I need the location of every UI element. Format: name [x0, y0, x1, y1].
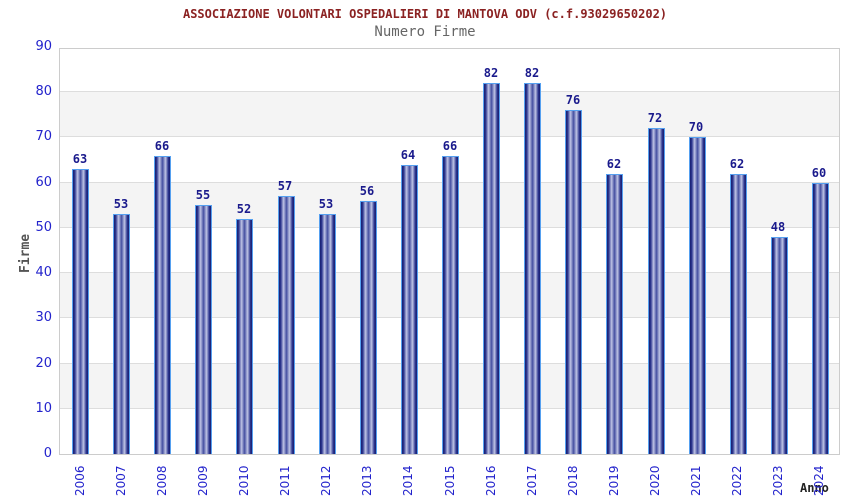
- x-tick-label: 2007: [114, 465, 128, 496]
- bar-value-label: 72: [647, 111, 663, 125]
- x-tick-label: 2020: [648, 465, 662, 496]
- bar-value-label: 53: [318, 197, 334, 211]
- x-axis-title: Anno: [800, 481, 829, 495]
- bar-value-label: 63: [72, 152, 88, 166]
- bar: [113, 214, 130, 454]
- bar: [771, 237, 788, 454]
- x-tick-label: 2012: [319, 465, 333, 496]
- bar: [442, 156, 459, 454]
- x-tick-label: 2014: [401, 465, 415, 496]
- bar-value-label: 66: [154, 139, 170, 153]
- bar-value-label: 82: [524, 66, 540, 80]
- bar: [689, 137, 706, 454]
- x-tick-label: 2006: [73, 465, 87, 496]
- x-tick-label: 2023: [771, 465, 785, 496]
- x-tick-label: 2015: [443, 465, 457, 496]
- gridline: [60, 136, 839, 138]
- x-tick-label: 2024: [812, 465, 826, 496]
- chart-subtitle: Numero Firme: [374, 24, 476, 40]
- bar: [648, 128, 665, 454]
- x-tick-label: 2010: [237, 465, 251, 496]
- bar: [812, 183, 829, 454]
- bar: [730, 174, 747, 454]
- plot-band: [60, 92, 839, 138]
- y-tick-label: 20: [35, 355, 52, 371]
- bar: [319, 214, 336, 454]
- bar-value-label: 62: [729, 157, 745, 171]
- x-tick-label: 2018: [566, 465, 580, 496]
- bar-value-label: 53: [113, 197, 129, 211]
- bar: [154, 156, 171, 454]
- x-tick-label: 2016: [484, 465, 498, 496]
- x-tick-label: 2022: [730, 465, 744, 496]
- bar-value-label: 76: [565, 93, 581, 107]
- bar-value-label: 70: [688, 120, 704, 134]
- y-tick-label: 40: [35, 265, 52, 281]
- bar-value-label: 60: [811, 166, 827, 180]
- bar-value-label: 82: [483, 66, 499, 80]
- bar: [401, 165, 418, 454]
- bar: [236, 219, 253, 454]
- bar: [606, 174, 623, 454]
- y-tick-label: 80: [35, 84, 52, 100]
- y-tick-label: 10: [35, 400, 52, 416]
- bar: [565, 110, 582, 454]
- x-tick-label: 2021: [689, 465, 703, 496]
- bar-value-label: 66: [442, 139, 458, 153]
- gridline: [60, 91, 839, 93]
- bar-value-label: 55: [195, 188, 211, 202]
- plot-area: [59, 48, 840, 455]
- y-tick-label: 30: [35, 310, 52, 326]
- bar: [360, 201, 377, 454]
- y-tick-label: 50: [35, 219, 52, 235]
- y-tick-label: 0: [43, 446, 52, 461]
- chart-title: ASSOCIAZIONE VOLONTARI OSPEDALIERI DI MA…: [182, 7, 668, 21]
- bar-value-label: 57: [277, 179, 293, 193]
- y-tick-label: 70: [35, 129, 52, 145]
- x-tick-label: 2019: [607, 465, 621, 496]
- x-tick-label: 2011: [278, 465, 292, 496]
- bar-value-label: 52: [236, 202, 252, 216]
- x-tick-label: 2008: [155, 465, 169, 496]
- y-tick-label: 90: [35, 39, 52, 54]
- y-tick-label: 60: [35, 174, 52, 190]
- bar-value-label: 48: [770, 220, 786, 234]
- bar-value-label: 64: [400, 148, 416, 162]
- bar: [524, 83, 541, 454]
- x-tick-label: 2009: [196, 465, 210, 496]
- bar-value-label: 56: [359, 184, 375, 198]
- bar: [278, 196, 295, 454]
- bar-value-label: 62: [606, 157, 622, 171]
- bar: [483, 83, 500, 454]
- x-tick-label: 2017: [525, 465, 539, 496]
- bar: [195, 205, 212, 454]
- bar: [72, 169, 89, 454]
- x-tick-label: 2013: [360, 465, 374, 496]
